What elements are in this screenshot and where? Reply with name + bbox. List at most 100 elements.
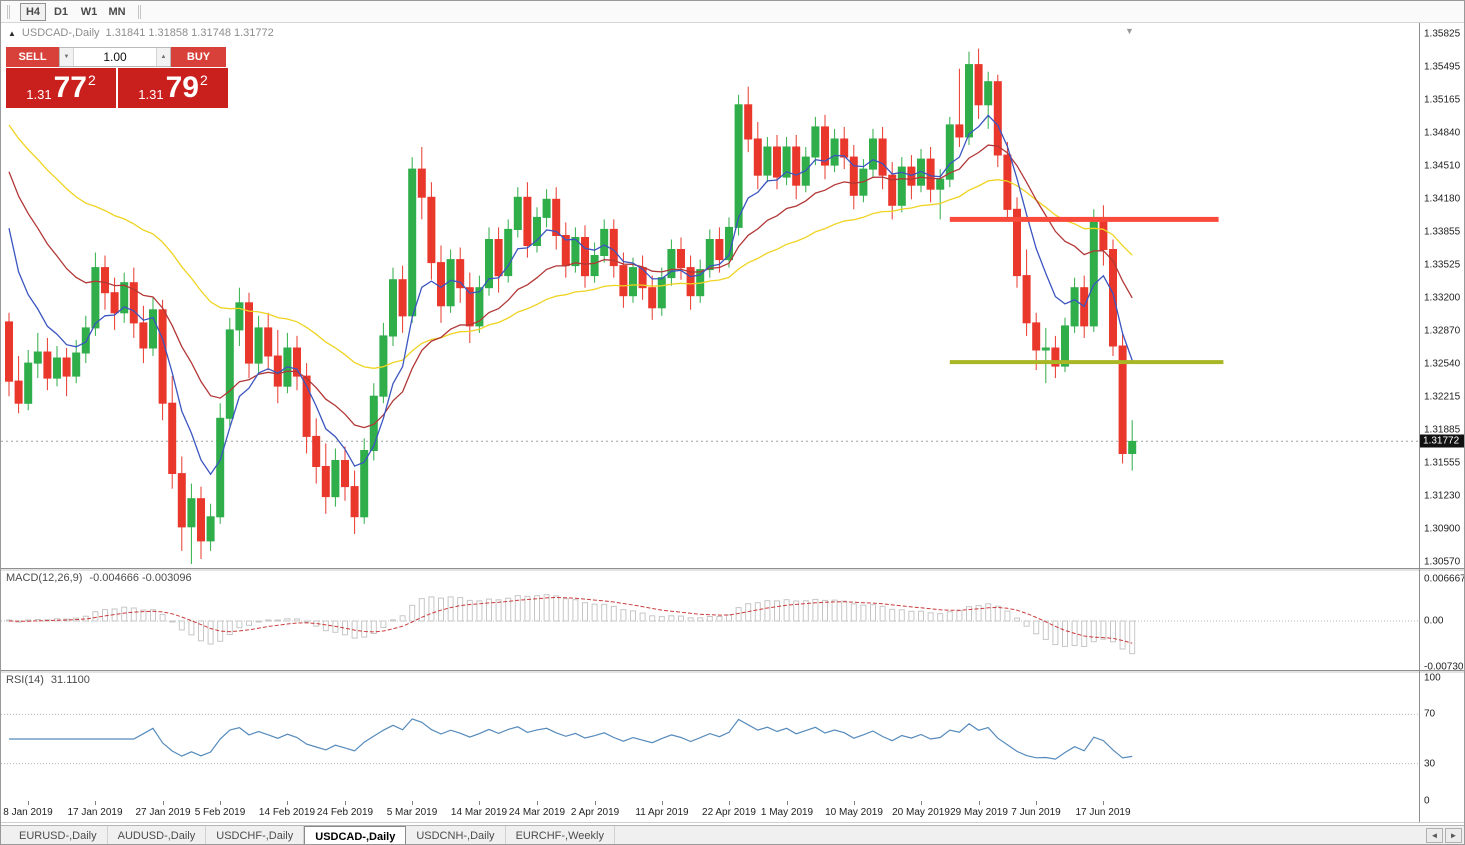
time-axis-label: 22 Apr 2019	[702, 807, 756, 818]
chart-title: ▲ USDCAD-,Daily 1.31841 1.31858 1.31748 …	[8, 27, 274, 39]
time-axis-tick	[1103, 801, 1104, 805]
panel-divider[interactable]	[1, 670, 1464, 673]
time-axis-label: 14 Mar 2019	[450, 807, 508, 818]
chart-ohlc-values: 1.31841 1.31858 1.31748 1.31772	[105, 27, 274, 39]
time-axis-tick	[537, 801, 538, 805]
buy-price-prefix: 1.31	[138, 87, 164, 102]
toolbar-grip-handle[interactable]	[7, 4, 10, 19]
macd-name: MACD(12,26,9)	[6, 572, 83, 584]
time-axis-label: 24 Mar 2019	[508, 807, 566, 818]
time-axis-label: 5 Feb 2019	[194, 807, 246, 818]
timeframe-d1-button[interactable]: D1	[48, 3, 74, 21]
rsi-axis-label: 30	[1424, 758, 1436, 770]
timeframe-toolbar: H4 D1 W1 MN	[1, 1, 1464, 23]
rsi-indicator-chart[interactable]	[1, 673, 1419, 801]
price-axis-label: 1.31885	[1424, 424, 1461, 436]
buy-price-display[interactable]: 1.31 79 2	[118, 68, 228, 108]
chart-tab-usdchf-daily[interactable]: USDCHF-,Daily	[206, 825, 305, 844]
rsi-axis-label: 100	[1424, 672, 1441, 684]
price-axis-label: 1.33525	[1424, 259, 1461, 271]
sell-price-display[interactable]: 1.31 77 2	[6, 68, 116, 108]
time-axis-tick	[163, 801, 164, 805]
price-axis-label: 1.32870	[1424, 325, 1461, 337]
buy-price-superscript: 2	[199, 72, 208, 88]
rsi-indicator-label: RSI(14) 31.1100	[6, 674, 90, 686]
scroll-right-button[interactable]: ►	[1445, 828, 1462, 843]
price-axis-label: 1.34180	[1424, 193, 1461, 205]
price-axis-label: 1.32215	[1424, 391, 1461, 403]
time-axis-divider	[1, 822, 1464, 823]
time-axis-label: 2 Apr 2019	[570, 807, 620, 818]
rsi-name: RSI(14)	[6, 674, 44, 686]
price-axis-label: 1.35165	[1424, 94, 1461, 106]
price-axis-label: 1.33855	[1424, 226, 1461, 238]
time-axis-tick	[95, 801, 96, 805]
chart-tab-eurusd-daily[interactable]: EURUSD-,Daily	[9, 825, 108, 844]
current-price-tag: 1.31772	[1420, 434, 1464, 448]
time-axis-label: 1 May 2019	[760, 807, 814, 818]
time-axis-tick	[287, 801, 288, 805]
timeframe-w1-button[interactable]: W1	[76, 3, 102, 21]
price-axis-label: 1.33200	[1424, 292, 1461, 304]
time-axis-label: 8 Jan 2019	[3, 807, 53, 818]
buy-button[interactable]: BUY	[171, 47, 226, 67]
macd-indicator-label: MACD(12,26,9) -0.004666 -0.003096	[6, 572, 192, 584]
macd-indicator-chart[interactable]	[1, 571, 1419, 669]
sell-price-prefix: 1.31	[26, 87, 52, 102]
price-axis-label: 1.34840	[1424, 127, 1461, 139]
price-axis-divider	[1419, 23, 1420, 822]
macd-current-values: -0.004666 -0.003096	[89, 572, 192, 584]
volume-increase-button[interactable]: ▲	[156, 48, 170, 66]
chart-tab-usdcad-daily[interactable]: USDCAD-,Daily	[304, 825, 407, 844]
chart-shift-marker-icon[interactable]: ▼	[1125, 26, 1134, 36]
rsi-current-value: 31.1100	[50, 674, 90, 686]
time-axis-tick	[595, 801, 596, 805]
time-axis-label: 14 Feb 2019	[258, 807, 316, 818]
sell-price-big-digits: 77	[53, 71, 87, 104]
one-click-trading-panel: SELL ▼ ▲ BUY 1.31 77 2 1.31 79 2	[6, 47, 228, 108]
time-axis-tick	[787, 801, 788, 805]
time-axis-tick	[854, 801, 855, 805]
toolbar-grip-handle[interactable]	[138, 4, 141, 19]
sell-button[interactable]: SELL	[6, 47, 59, 67]
time-axis-tick	[1036, 801, 1037, 805]
time-axis-tick	[479, 801, 480, 805]
time-axis-label: 29 May 2019	[950, 807, 1008, 818]
price-axis-label: 1.30570	[1424, 556, 1461, 568]
symbol-marker-icon: ▲	[8, 28, 16, 38]
time-axis-tick	[729, 801, 730, 805]
time-axis-tick	[921, 801, 922, 805]
sell-price-superscript: 2	[87, 72, 96, 88]
price-axis-label: 1.35495	[1424, 61, 1461, 73]
time-axis-tick	[220, 801, 221, 805]
macd-axis-label: 0.006667	[1424, 573, 1465, 585]
candlestick-chart[interactable]	[1, 23, 1419, 569]
chart-tabs-bar: EURUSD-,Daily AUDUSD-,Daily USDCHF-,Daily U…	[1, 825, 1464, 844]
time-axis-tick	[412, 801, 413, 805]
timeframe-mn-button[interactable]: MN	[104, 3, 130, 21]
price-axis-label: 1.34510	[1424, 160, 1461, 172]
chart-tab-eurchf-weekly[interactable]: EURCHF-,Weekly	[506, 825, 615, 844]
price-axis-label: 1.35825	[1424, 28, 1461, 40]
time-axis-label: 11 Apr 2019	[635, 807, 689, 818]
volume-input[interactable]	[74, 48, 156, 66]
price-axis-label: 1.30900	[1424, 523, 1461, 535]
scroll-left-button[interactable]: ◄	[1426, 828, 1443, 843]
time-axis-label: 5 Mar 2019	[386, 807, 438, 818]
timeframe-h4-button[interactable]: H4	[20, 2, 46, 21]
time-axis-label: 24 Feb 2019	[316, 807, 374, 818]
time-axis-label: 7 Jun 2019	[1011, 807, 1061, 818]
chart-symbol-period: USDCAD-,Daily	[21, 27, 100, 39]
tab-scroll-buttons: ◄ ►	[1426, 828, 1462, 843]
time-axis-label: 17 Jan 2019	[67, 807, 123, 818]
price-axis-label: 1.31555	[1424, 457, 1461, 469]
volume-decrease-button[interactable]: ▼	[60, 48, 74, 66]
rsi-axis-label: 70	[1424, 708, 1436, 720]
volume-control: ▼ ▲	[59, 47, 171, 67]
time-axis-tick	[662, 801, 663, 805]
chart-tab-audusd-daily[interactable]: AUDUSD-,Daily	[108, 825, 207, 844]
chart-tab-usdcnh-daily[interactable]: USDCNH-,Daily	[406, 825, 506, 844]
time-axis-tick	[345, 801, 346, 805]
panel-divider[interactable]	[1, 568, 1464, 571]
